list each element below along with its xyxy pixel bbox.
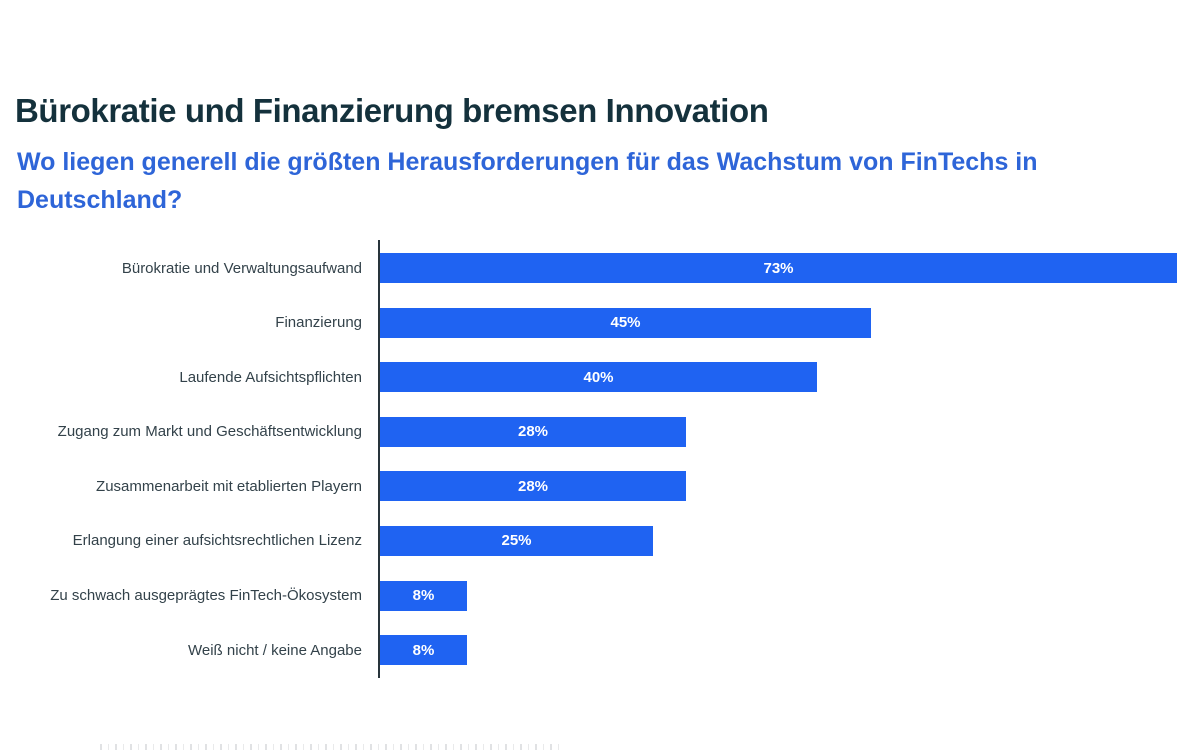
bar-row: Erlangung einer aufsichtsrechtlichen Liz… xyxy=(0,525,1200,556)
bar-row: Laufende Aufsichtspflichten 40% xyxy=(0,362,1200,393)
bar-value: 28% xyxy=(517,477,549,495)
bar-row: Zu schwach ausgeprägtes FinTech-Ökosyste… xyxy=(0,580,1200,611)
bar: 8% xyxy=(380,635,467,666)
bar: 40% xyxy=(380,362,817,393)
bar-label: Finanzierung xyxy=(275,314,362,332)
bar-value: 28% xyxy=(517,423,549,441)
bar-value: 8% xyxy=(412,587,435,605)
bar: 28% xyxy=(380,471,686,502)
bar-rows: Bürokratie und Verwaltungsaufwand 73% Fi… xyxy=(0,253,1200,666)
bar-row: Bürokratie und Verwaltungsaufwand 73% xyxy=(0,253,1200,283)
bar-row: Zugang zum Markt und Geschäftsentwicklun… xyxy=(0,416,1200,447)
bar-value: 45% xyxy=(610,314,641,332)
bar: 25% xyxy=(380,525,653,556)
bar-value: 25% xyxy=(501,532,532,550)
bar: 45% xyxy=(380,307,871,338)
bar: 28% xyxy=(380,416,686,447)
bar-label: Erlangung einer aufsichtsrechtlichen Liz… xyxy=(72,532,362,550)
footnote-cropped-text xyxy=(100,744,560,750)
bar-label: Zugang zum Markt und Geschäftsentwicklun… xyxy=(57,423,362,441)
bar-label: Bürokratie und Verwaltungsaufwand xyxy=(121,259,362,277)
bar-row: Finanzierung 45% xyxy=(0,307,1200,338)
bar-value: 40% xyxy=(583,368,614,386)
chart-subtitle: Wo liegen generell die größten Herausfor… xyxy=(17,147,1038,214)
bar-row: Weiß nicht / keine Angabe 8% xyxy=(0,635,1200,666)
y-axis-line xyxy=(378,240,380,678)
bar-label: Zusammenarbeit mit etablierten Playern xyxy=(96,477,362,495)
bar-value: 73% xyxy=(763,259,794,277)
bar-label: Weiß nicht / keine Angabe xyxy=(188,641,362,659)
bar: 8% xyxy=(380,580,467,611)
bar-chart: Bürokratie und Verwaltungsaufwand 73% Fi… xyxy=(0,240,1200,678)
bar-value: 8% xyxy=(412,641,435,659)
bar-row: Zusammenarbeit mit etablierten Playern 2… xyxy=(0,471,1200,502)
bar-label: Zu schwach ausgeprägtes FinTech-Ökosyste… xyxy=(50,587,362,605)
chart-title: Bürokratie und Finanzierung bremsen Inno… xyxy=(15,92,769,130)
bar: 73% xyxy=(380,253,1177,283)
bar-label: Laufende Aufsichtspflichten xyxy=(179,368,362,386)
